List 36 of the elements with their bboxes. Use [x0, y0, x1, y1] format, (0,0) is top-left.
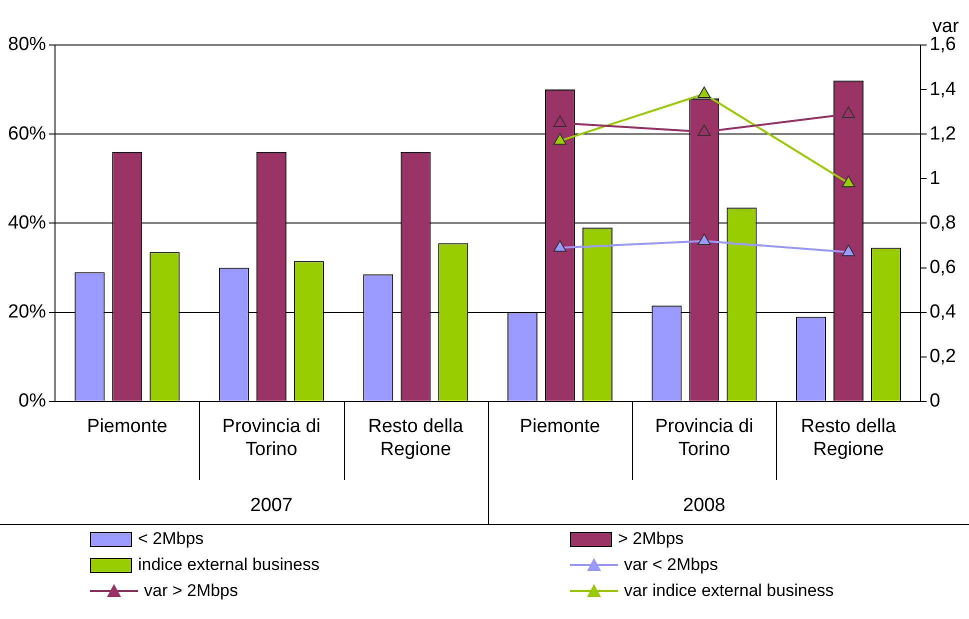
y2-tick-label: 0,6 — [930, 256, 956, 278]
x-tick-label: Resto della Regione — [800, 416, 896, 460]
y2-tick-label: 1,2 — [930, 123, 956, 144]
x-tick-label: Provincia di Torino — [222, 416, 321, 460]
y2-tick-label: 0,8 — [930, 212, 956, 234]
y2-tick-label: 0,4 — [930, 302, 956, 323]
legend-label: indice external business — [138, 555, 320, 575]
x-tick-label: Piemonte — [87, 416, 168, 438]
point — [842, 244, 856, 256]
x-tick-label: Resto della Regione — [368, 416, 464, 460]
y2-tick-label: 1,4 — [930, 78, 956, 100]
text: 2007 — [250, 495, 293, 516]
x-tick-label: Piemonte — [520, 416, 600, 438]
point — [842, 176, 856, 188]
legend-label: < 2Mbps — [138, 529, 204, 549]
text: 2008 — [683, 495, 726, 516]
y2-tick-label: 0 — [930, 390, 940, 412]
legend-label: var < 2Mbps — [624, 555, 718, 575]
legend-label: > 2Mbps — [618, 529, 684, 549]
point — [698, 86, 711, 98]
point — [842, 106, 856, 118]
legend-label: var indice external business — [624, 581, 834, 601]
y2-tick-label: 0,2 — [930, 346, 956, 368]
y-tick-label: 0% — [18, 390, 46, 412]
point — [553, 115, 566, 127]
x-tick-label: Provincia di Torino — [655, 416, 754, 460]
y-tick-label: 40% — [8, 212, 46, 234]
y2-tick-label: 1 — [930, 168, 940, 189]
y-tick-label: 60% — [8, 123, 46, 144]
point — [698, 234, 711, 246]
point — [553, 240, 566, 252]
point — [553, 133, 566, 145]
legend-label: var > 2Mbps — [144, 581, 238, 601]
y-tick-label: 80% — [8, 34, 46, 56]
y-tick-label: 20% — [8, 302, 46, 323]
point — [698, 124, 711, 136]
